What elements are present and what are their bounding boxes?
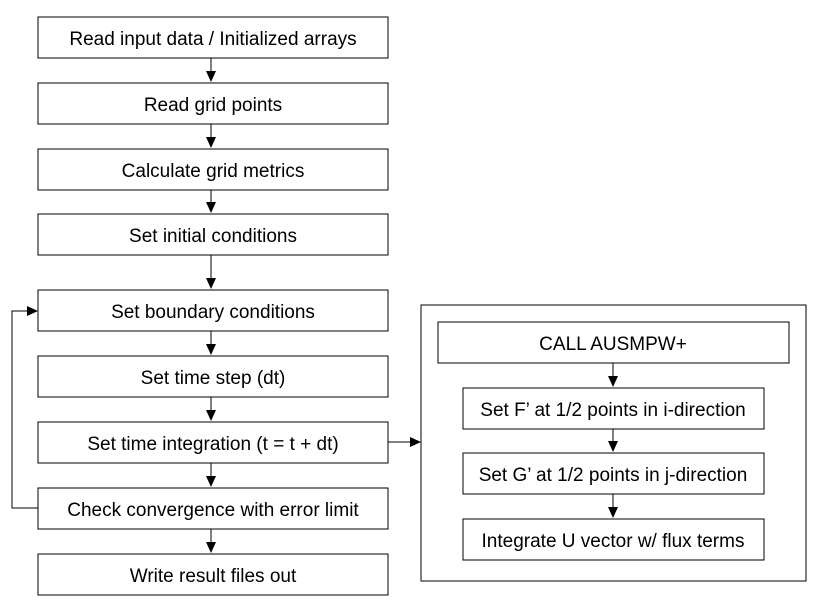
arrow-down [608, 494, 618, 518]
main-step-read-input: Read input data / Initialized arrays [37, 16, 389, 59]
arrow-down [608, 429, 618, 452]
main-step-label: Check convergence with error limit [67, 500, 359, 521]
main-step-label: Read input data / Initialized arrays [69, 29, 356, 50]
main-step-label: Calculate grid metrics [122, 161, 305, 182]
main-step-label: Set time integration (t = t + dt) [87, 434, 338, 455]
arrow-down [206, 331, 216, 355]
sub-step-set-g: Set G’ at 1/2 points in j-direction [462, 452, 765, 495]
main-step-label: Set initial conditions [129, 226, 297, 247]
loop-back-arrow [11, 306, 38, 509]
arrow-down [206, 58, 216, 82]
main-step-initial-conditions: Set initial conditions [37, 213, 389, 256]
main-step-grid-metrics: Calculate grid metrics [37, 148, 389, 191]
sub-step-call-ausmpw: CALL AUSMPW+ [437, 321, 790, 364]
main-step-label: Read grid points [144, 95, 282, 116]
main-step-label: Set boundary conditions [111, 302, 315, 323]
main-flow-arrows [206, 58, 216, 553]
sub-flow-arrows [608, 363, 618, 518]
sub-step-label: Set F’ at 1/2 points in i-direction [480, 400, 745, 421]
arrow-down [206, 255, 216, 289]
main-step-label: Write result files out [130, 566, 297, 587]
arrow-down [206, 529, 216, 553]
sub-step-label: Set G’ at 1/2 points in j-direction [479, 465, 748, 486]
main-step-time-integration: Set time integration (t = t + dt) [37, 421, 389, 464]
arrow-down [206, 463, 216, 487]
main-step-write-results: Write result files out [37, 553, 389, 596]
arrow-down [206, 397, 216, 421]
sub-step-label: Integrate U vector w/ flux terms [482, 531, 745, 552]
subprocess-arrow [388, 437, 421, 447]
arrow-down [206, 190, 216, 213]
arrow-down [608, 363, 618, 387]
main-step-boundary-conditions: Set boundary conditions [37, 289, 389, 332]
sub-step-label: CALL AUSMPW+ [539, 334, 687, 355]
sub-step-set-f: Set F’ at 1/2 points in i-direction [462, 387, 765, 430]
main-step-read-grid: Read grid points [37, 82, 389, 125]
arrow-down [206, 124, 216, 148]
sub-step-integrate-u: Integrate U vector w/ flux terms [462, 518, 765, 561]
main-step-time-step: Set time step (dt) [37, 355, 389, 398]
main-step-check-convergence: Check convergence with error limit [37, 487, 389, 530]
main-step-label: Set time step (dt) [141, 368, 286, 389]
